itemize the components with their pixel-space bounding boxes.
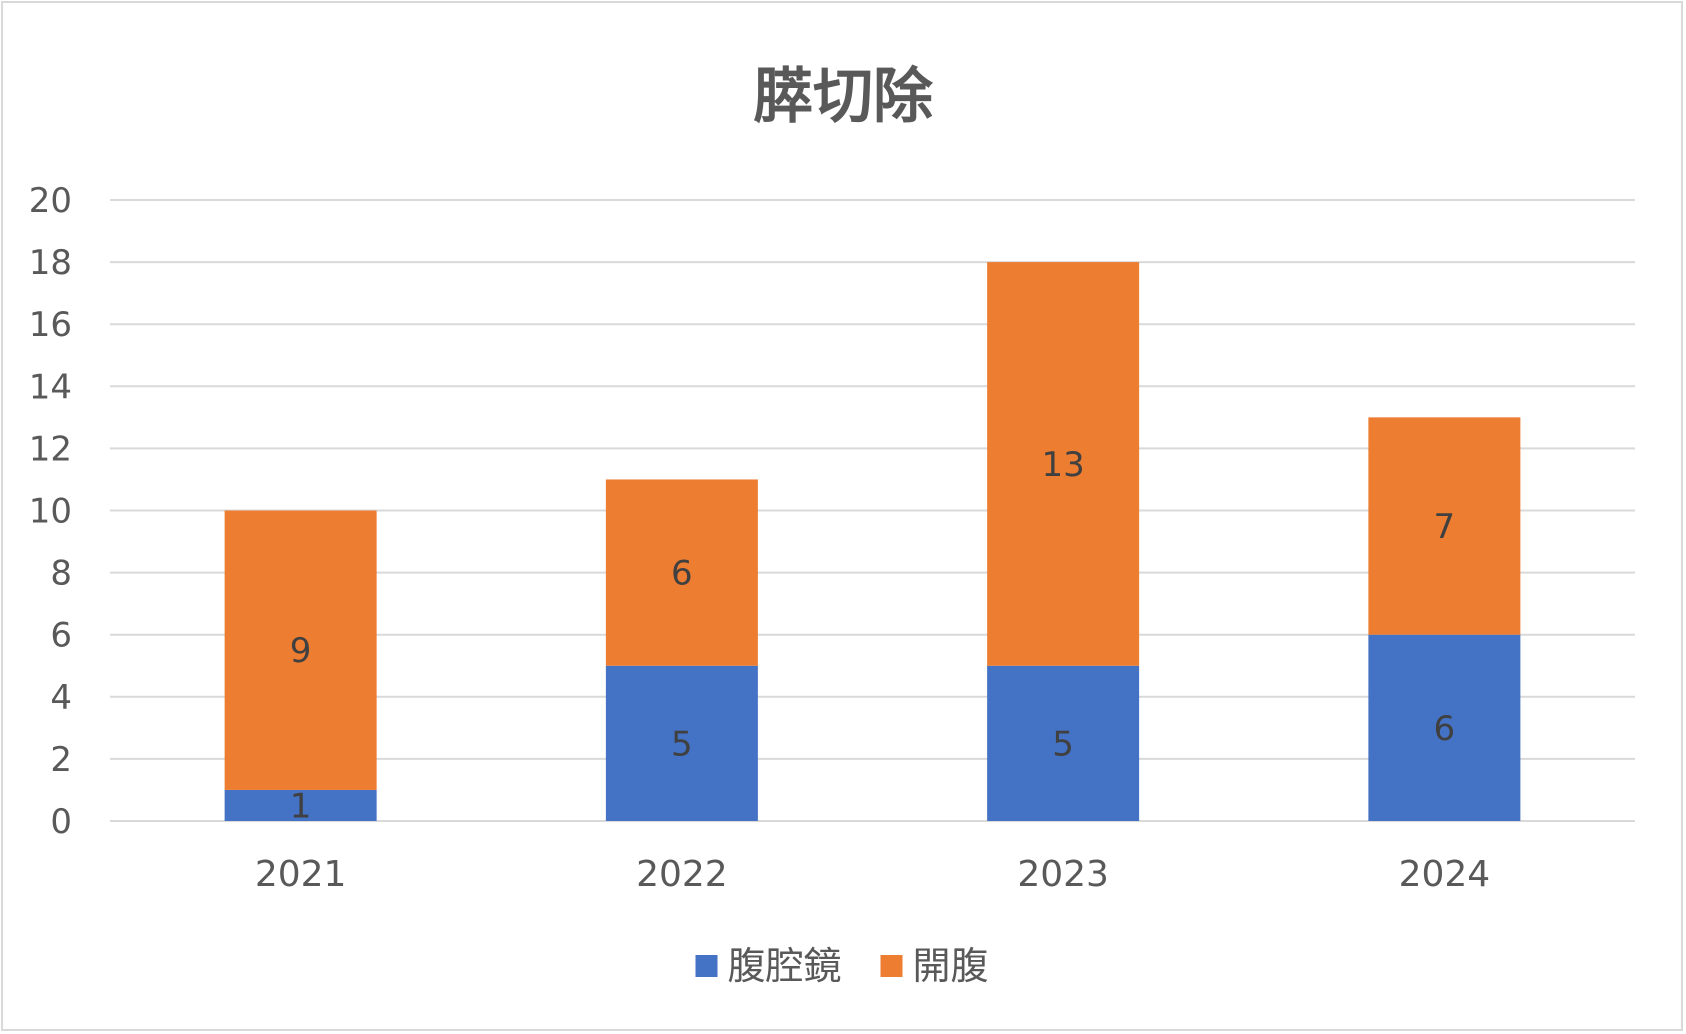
- y-tick-label: 4: [50, 678, 72, 718]
- bars: [224, 262, 1521, 821]
- bar-2023-series-1: [987, 665, 1140, 821]
- chart-title: 膵切除: [753, 62, 933, 132]
- y-tick-label: 6: [50, 616, 72, 656]
- legend-label: 開腹: [913, 944, 989, 988]
- y-tick-label: 16: [29, 305, 72, 345]
- bar-2022-series-1: [605, 665, 758, 821]
- bar-2024-series-1: [1368, 634, 1521, 821]
- y-tick-label: 2: [50, 740, 72, 780]
- legend-swatch: [695, 955, 718, 977]
- data-label: 13: [1041, 445, 1084, 485]
- y-tick-label: 14: [29, 367, 72, 407]
- x-tick-label: 2021: [255, 854, 347, 895]
- data-labels: 1 9 5 6 5 13 6 7: [290, 445, 1455, 827]
- bar-2021-series-2: [224, 510, 377, 790]
- y-tick-label: 18: [29, 243, 72, 283]
- data-label: 9: [290, 631, 312, 671]
- legend-item-2: 開腹: [880, 944, 989, 988]
- y-tick-label: 0: [50, 802, 72, 842]
- bar-2024-series-2: [1368, 417, 1521, 635]
- legend-swatch: [880, 955, 903, 977]
- x-tick-label: 2022: [636, 854, 728, 895]
- y-tick-label: 10: [29, 492, 72, 532]
- data-label: 7: [1434, 507, 1456, 547]
- data-label: 6: [1434, 709, 1456, 749]
- y-tick-label: 20: [29, 181, 72, 221]
- x-axis-ticks: 2021 2022 2023 2024: [255, 854, 1490, 895]
- data-label: 6: [671, 554, 693, 594]
- y-tick-label: 12: [29, 429, 72, 469]
- legend-label: 腹腔鏡: [728, 944, 842, 988]
- bar-2023-series-2: [987, 262, 1140, 666]
- x-tick-label: 2024: [1399, 854, 1491, 895]
- data-label: 5: [1052, 724, 1074, 764]
- data-label: 5: [671, 724, 693, 764]
- data-label: 1: [290, 786, 312, 826]
- y-tick-label: 8: [50, 554, 72, 594]
- bar-2022-series-2: [605, 479, 758, 666]
- y-axis-ticks: 0 2 4 6 8 10 12 14 16 18 20: [29, 181, 72, 842]
- bar-2021-series-1: [224, 789, 377, 821]
- legend: 腹腔鏡 開腹: [695, 944, 989, 988]
- x-tick-label: 2023: [1017, 854, 1109, 895]
- legend-item-1: 腹腔鏡: [695, 944, 842, 988]
